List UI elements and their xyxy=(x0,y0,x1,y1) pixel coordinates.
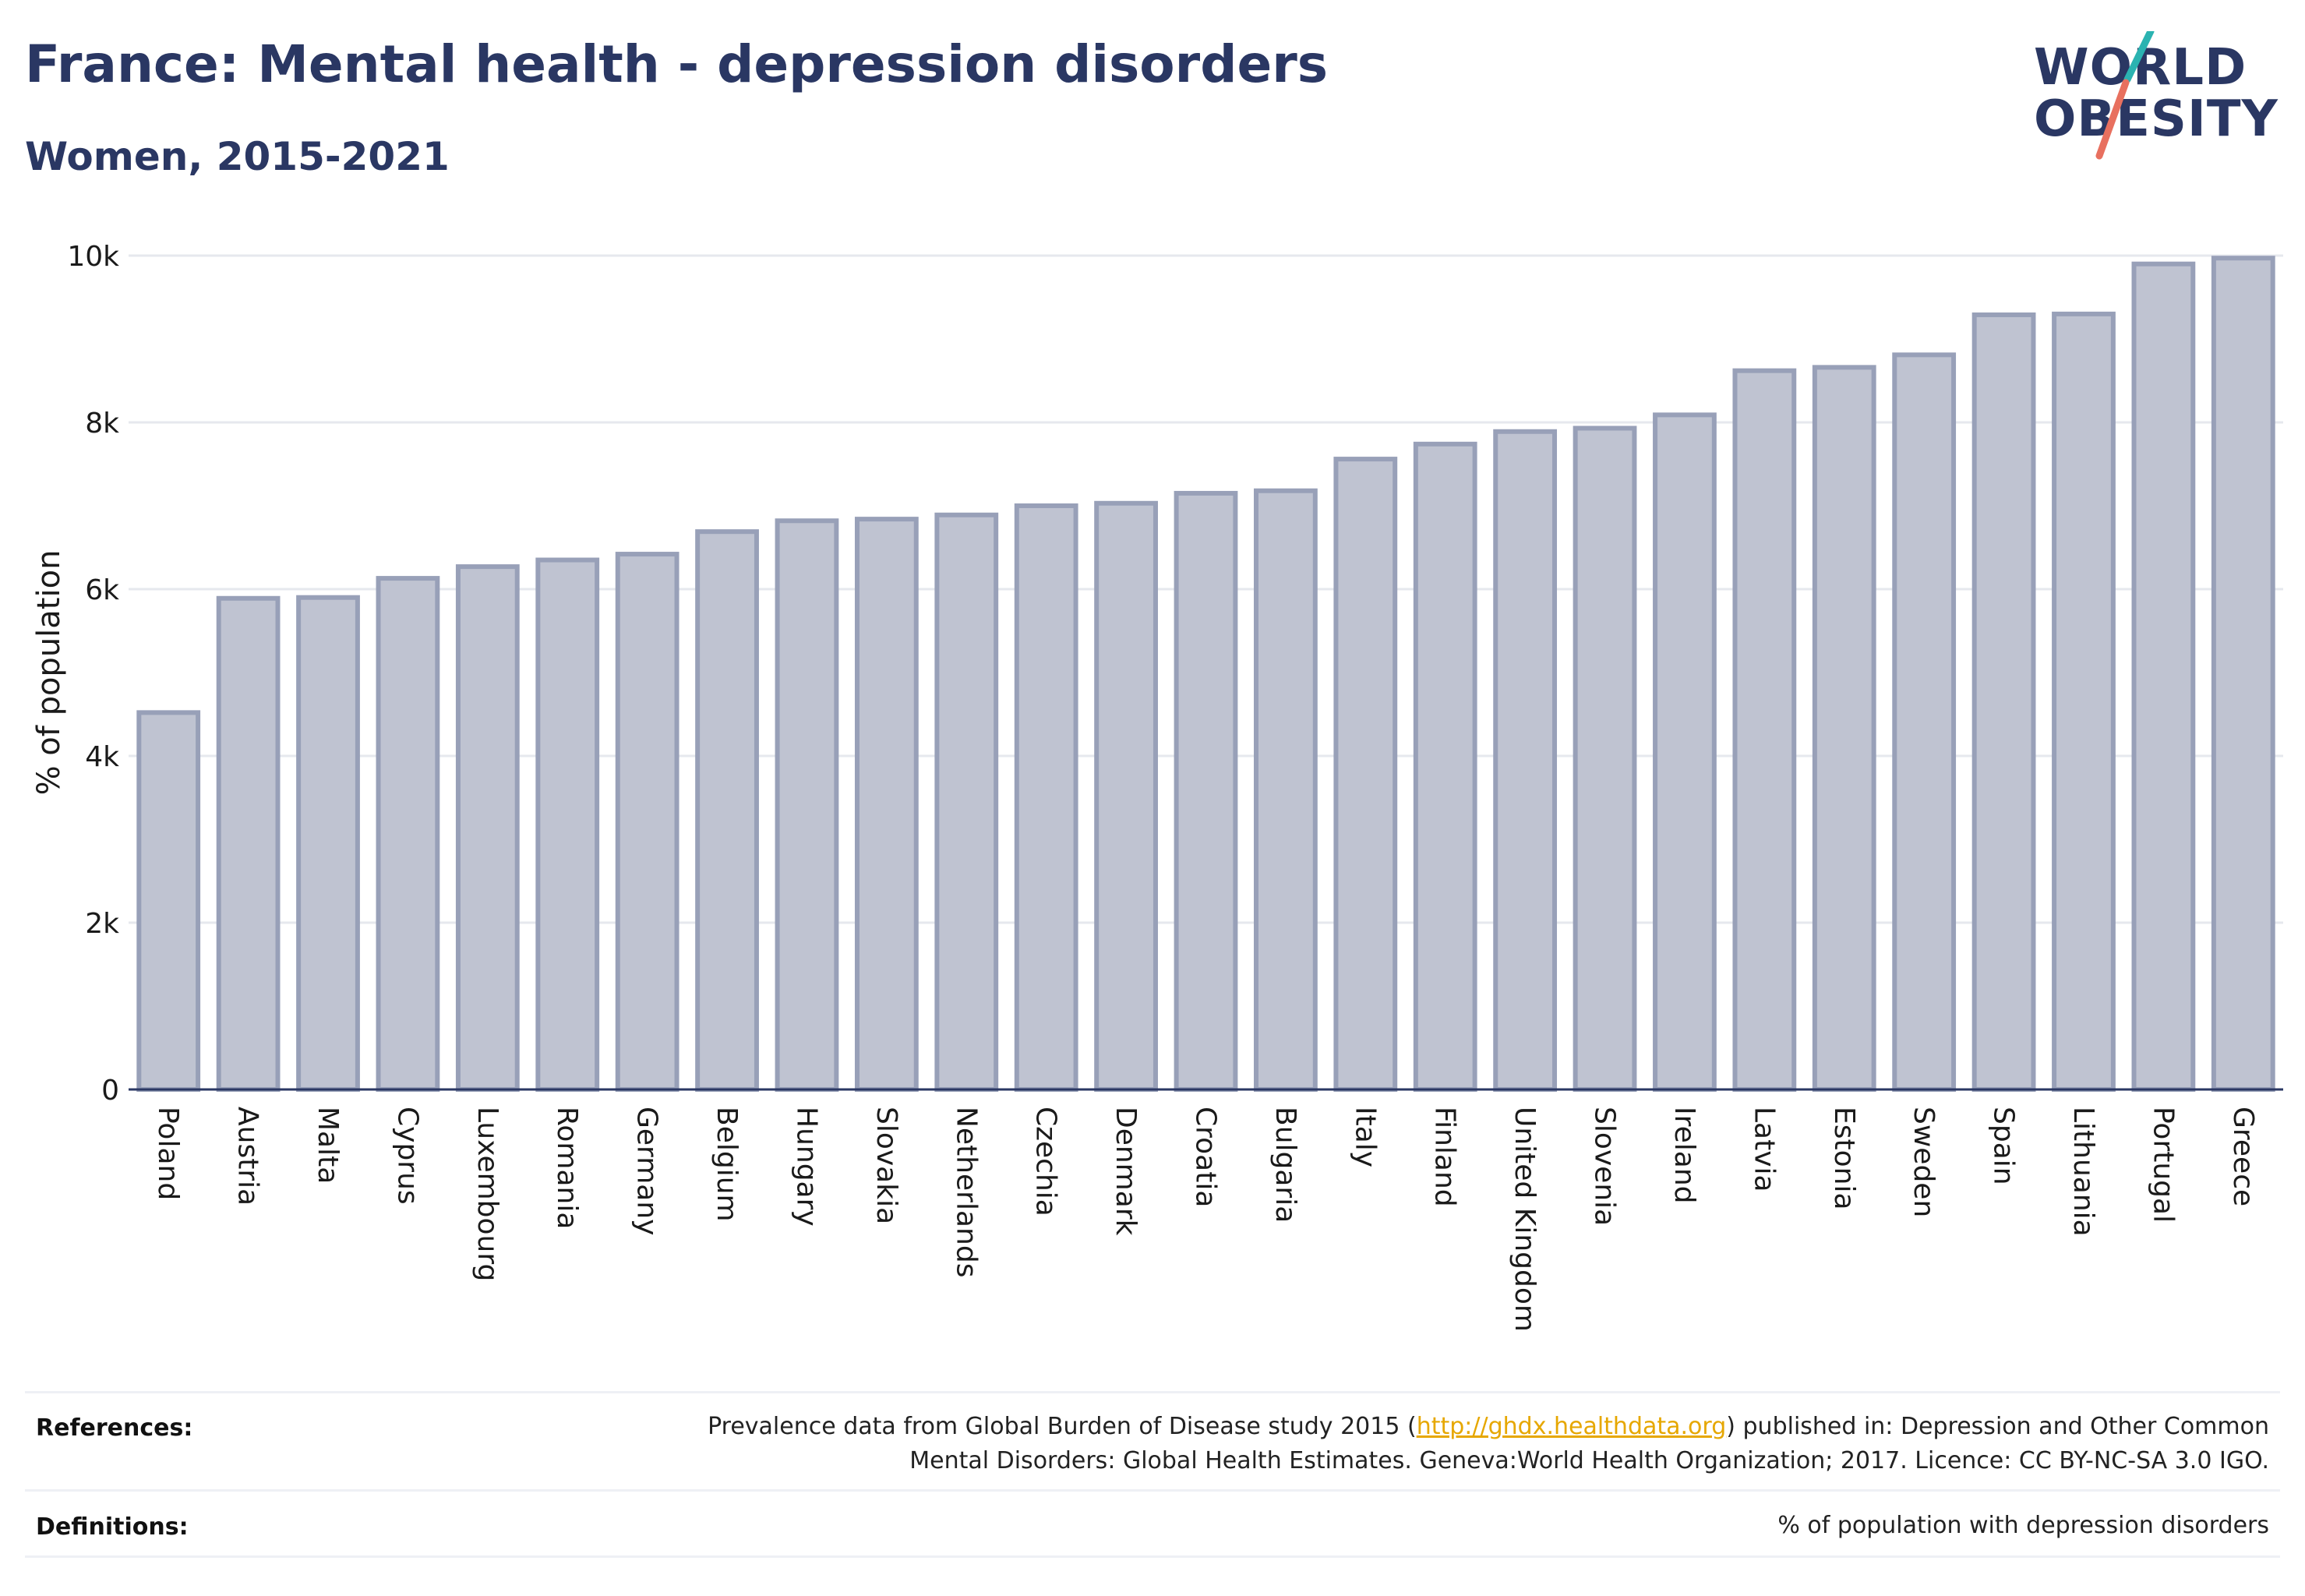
y-tick-label: 8k xyxy=(85,408,119,440)
footer-divider xyxy=(25,1555,2280,1558)
footer-divider xyxy=(25,1489,2280,1492)
bar-estonia[interactable] xyxy=(1812,365,1876,1092)
bar-romania[interactable] xyxy=(535,557,600,1092)
bar-ireland[interactable] xyxy=(1653,412,1717,1092)
bar-slovenia[interactable] xyxy=(1573,425,1637,1092)
y-tick-labels: 0 2k 4k 6k 8k 10k xyxy=(67,241,119,1107)
bar-luxembourg[interactable] xyxy=(455,564,520,1092)
bar-spain[interactable] xyxy=(1971,312,2036,1093)
bar-malta[interactable] xyxy=(296,595,360,1092)
bar-chart: 0 2k 4k 6k 8k 10k Poland Austria Malta Cyprus Lux… xyxy=(31,241,2283,1332)
x-tick-label: Slovakia xyxy=(870,1107,902,1224)
chart-title: France: Mental health - depression disor… xyxy=(25,34,1329,94)
x-tick-label: United Kingdom xyxy=(1509,1107,1541,1332)
x-tick-label: Malta xyxy=(312,1107,344,1184)
x-tick-label: Estonia xyxy=(1828,1107,1860,1210)
x-tick-label: Italy xyxy=(1349,1107,1381,1167)
bar-netherlands[interactable] xyxy=(934,512,999,1092)
bar-bulgaria[interactable] xyxy=(1254,488,1318,1092)
bar-belgium[interactable] xyxy=(695,529,759,1093)
bar-poland[interactable] xyxy=(136,710,201,1092)
y-tick-label: 4k xyxy=(85,741,119,773)
y-tick-label: 6k xyxy=(85,574,119,606)
bar-czechia[interactable] xyxy=(1014,503,1078,1092)
x-tick-label: Finland xyxy=(1429,1107,1461,1207)
x-tick-label: Austria xyxy=(232,1107,264,1206)
bar-italy[interactable] xyxy=(1333,457,1398,1092)
x-tick-label: Portugal xyxy=(2147,1107,2179,1223)
x-tick-label: Sweden xyxy=(1908,1107,1940,1217)
bar-cyprus[interactable] xyxy=(376,576,440,1092)
references-link[interactable]: http://ghdx.healthdata.org xyxy=(1416,1413,1727,1440)
references-text-part1: Prevalence data from Global Burden of Di… xyxy=(708,1413,1417,1440)
world-obesity-logo: WORLD OBESITY xyxy=(2034,31,2283,171)
x-tick-label: Romania xyxy=(551,1107,583,1229)
x-tick-label: Poland xyxy=(152,1107,184,1200)
y-tick-label: 10k xyxy=(67,241,119,273)
x-tick-label: Germany xyxy=(631,1107,663,1235)
bar-greece[interactable] xyxy=(2211,256,2275,1093)
y-axis-title: % of population xyxy=(31,550,67,796)
x-tick-label: Cyprus xyxy=(391,1107,423,1205)
references-section: References: Prevalence data from Global … xyxy=(25,1391,2280,1492)
bar-portugal[interactable] xyxy=(2131,261,2196,1093)
bar-croatia[interactable] xyxy=(1174,490,1238,1092)
definitions-label: Definitions: xyxy=(36,1513,189,1541)
x-tick-labels: Poland Austria Malta Cyprus Luxembourg Romani… xyxy=(152,1107,2259,1332)
x-tick-label: Greece xyxy=(2227,1107,2259,1206)
x-tick-label: Croatia xyxy=(1190,1107,1222,1207)
bar-denmark[interactable] xyxy=(1094,500,1158,1093)
x-tick-label: Slovenia xyxy=(1589,1107,1621,1226)
x-tick-label: Czechia xyxy=(1030,1107,1062,1216)
bar-united-kingdom[interactable] xyxy=(1493,429,1558,1092)
references-text-part3: Mental Disorders: Global Health Estimate… xyxy=(909,1447,2269,1474)
bar-austria[interactable] xyxy=(216,595,281,1092)
references-label: References: xyxy=(36,1414,193,1442)
x-tick-label: Bulgaria xyxy=(1269,1107,1301,1223)
bars xyxy=(136,256,2275,1093)
bar-hungary[interactable] xyxy=(775,518,839,1092)
definitions-text: % of population with depression disorder… xyxy=(1777,1512,2269,1539)
bar-finland[interactable] xyxy=(1413,441,1477,1092)
bar-lithuania[interactable] xyxy=(2052,311,2116,1092)
x-tick-label: Hungary xyxy=(790,1107,822,1227)
bar-sweden[interactable] xyxy=(1892,352,1957,1092)
y-tick-label: 2k xyxy=(85,908,119,940)
x-tick-label: Latvia xyxy=(1748,1107,1780,1192)
footer-divider xyxy=(25,1391,2280,1393)
references-text-part2: ) published in: Depression and Other Com… xyxy=(1726,1413,2269,1440)
x-tick-label: Spain xyxy=(1988,1107,2020,1185)
bar-germany[interactable] xyxy=(615,552,679,1092)
logo-slash-icon xyxy=(2095,31,2155,160)
logo-text-line2: OBESITY xyxy=(2034,90,2279,148)
x-tick-label: Belgium xyxy=(711,1107,743,1222)
chart-subtitle: Women, 2015-2021 xyxy=(25,134,450,179)
x-tick-label: Denmark xyxy=(1110,1107,1142,1236)
bar-slovakia[interactable] xyxy=(854,517,919,1092)
x-tick-label: Luxembourg xyxy=(471,1107,503,1281)
references-text: Prevalence data from Global Burden of Di… xyxy=(708,1410,2269,1478)
x-tick-label: Netherlands xyxy=(950,1107,982,1277)
definitions-section: Definitions: % of population with depres… xyxy=(25,1504,2280,1559)
bar-latvia[interactable] xyxy=(1732,368,1797,1093)
y-tick-label: 0 xyxy=(101,1075,119,1107)
x-tick-label: Lithuania xyxy=(2067,1107,2099,1237)
x-tick-label: Ireland xyxy=(1668,1107,1700,1204)
